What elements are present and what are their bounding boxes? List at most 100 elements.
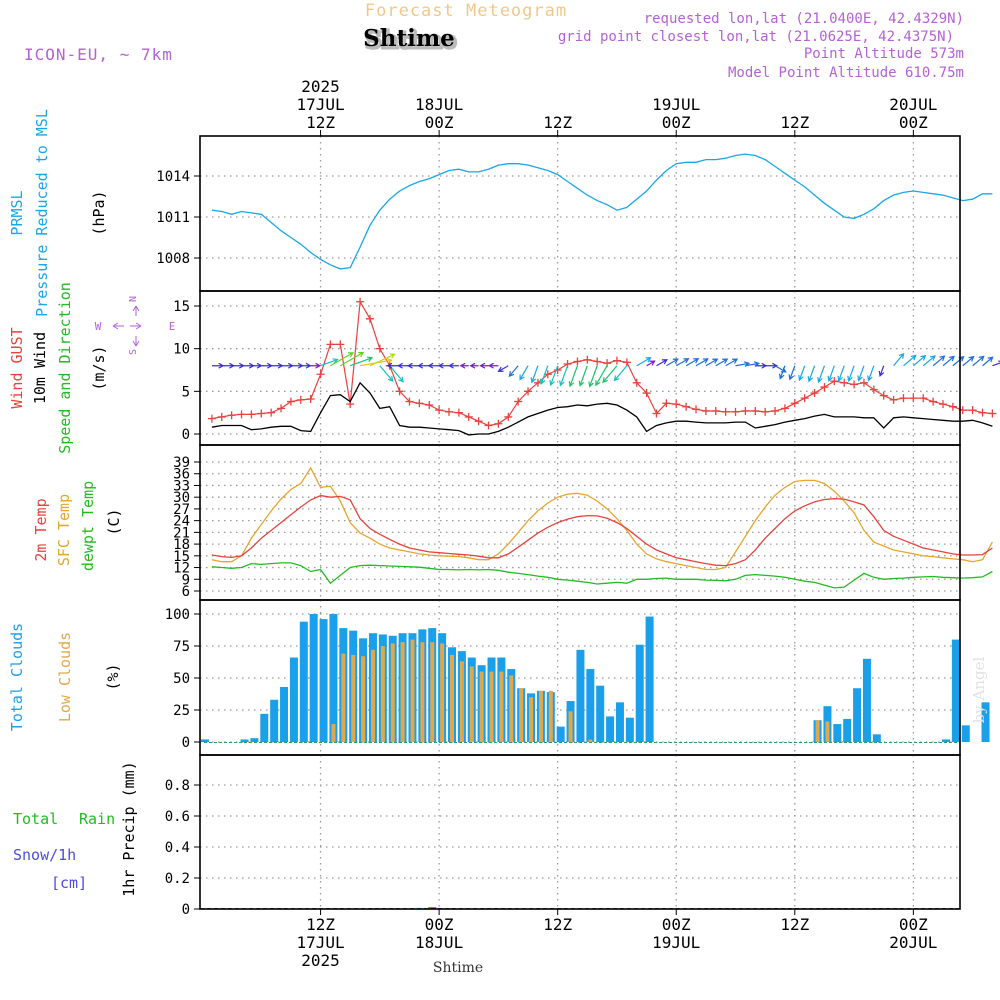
low-cloud-bar bbox=[430, 642, 435, 742]
gust-marker bbox=[751, 406, 760, 415]
low-cloud-bar bbox=[380, 646, 385, 742]
total-cloud-bar bbox=[586, 669, 595, 742]
wind-direction-arrow bbox=[807, 365, 816, 383]
time-label-hour: 12Z bbox=[780, 915, 809, 934]
gust-marker bbox=[948, 402, 957, 411]
pressure-unit: (hPa) bbox=[90, 190, 108, 235]
y-tick-label: 15 bbox=[173, 549, 190, 565]
total-cloud-bar bbox=[250, 738, 259, 742]
low-cloud-bar bbox=[390, 643, 395, 742]
panel-pressure: 1008 1011 1014 bbox=[156, 135, 993, 292]
gust-marker bbox=[573, 357, 582, 366]
wind-direction-arrow bbox=[636, 357, 652, 367]
wind-direction-arrow bbox=[427, 362, 440, 369]
time-label-date: 19JUL bbox=[652, 933, 700, 952]
gust-marker bbox=[425, 400, 434, 409]
y-tick-label: 0.6 bbox=[165, 809, 190, 825]
wind-direction-arrow bbox=[952, 355, 965, 367]
location-title: Shtime bbox=[365, 27, 457, 54]
time-label-date: 19JUL bbox=[652, 95, 700, 114]
total-cloud-bar bbox=[606, 716, 615, 742]
low-cloud-bar bbox=[825, 721, 830, 742]
gust-marker bbox=[721, 407, 730, 416]
wind-direction-arrow bbox=[497, 365, 509, 372]
panel-frame bbox=[199, 444, 961, 601]
time-label-date: 20JUL bbox=[889, 95, 937, 114]
gust-marker bbox=[415, 399, 424, 408]
gust-marker bbox=[435, 406, 444, 415]
low-cloud-bar bbox=[450, 654, 454, 742]
total-cloud-bar bbox=[556, 726, 565, 742]
wind-direction-arrow bbox=[893, 352, 905, 367]
wind-direction-arrow bbox=[479, 362, 489, 369]
gust-marker bbox=[879, 391, 888, 400]
wind-direction-arrow bbox=[788, 365, 796, 381]
gridpoint-coords: grid point closest lon,lat (21.0625E, 42… bbox=[558, 29, 954, 45]
total-cloud-bar bbox=[329, 614, 338, 742]
gust-marker bbox=[850, 380, 859, 389]
time-label-year: 2025 bbox=[301, 77, 340, 96]
wind-direction-arrow bbox=[827, 365, 835, 382]
wind-direction-arrow bbox=[765, 362, 779, 369]
wind-direction-arrow bbox=[448, 362, 459, 369]
wind-direction-arrow bbox=[972, 355, 985, 367]
gust-marker bbox=[583, 355, 592, 364]
wind-direction-arrow bbox=[613, 365, 628, 382]
wind-direction-arrow bbox=[656, 359, 668, 367]
wind-direction-arrow bbox=[666, 358, 679, 367]
y-tick-label: 1011 bbox=[156, 210, 190, 226]
gust-marker bbox=[405, 397, 414, 406]
watermark: by Angel bbox=[970, 656, 988, 723]
y-tick-label: 1014 bbox=[156, 169, 190, 185]
wind-direction-arrow bbox=[903, 354, 917, 367]
y-tick-label: 0.8 bbox=[165, 778, 190, 794]
time-label-hour: 12Z bbox=[543, 113, 572, 132]
point-altitude: Point Altitude 573m bbox=[804, 46, 964, 62]
y-tick-label: 5 bbox=[182, 384, 190, 400]
gust-marker bbox=[988, 409, 997, 418]
temp-sfc-label: SFC Temp bbox=[55, 494, 73, 566]
total-cloud-bar bbox=[299, 621, 308, 742]
gust-marker bbox=[365, 314, 374, 323]
total-cloud-bar bbox=[645, 616, 654, 742]
gust-marker bbox=[593, 357, 602, 366]
low-cloud-bar bbox=[815, 720, 820, 742]
low-cloud-bar bbox=[519, 688, 524, 742]
gust-marker bbox=[277, 404, 286, 413]
gust-marker bbox=[820, 383, 829, 392]
low-cloud-bar bbox=[341, 653, 346, 742]
time-label-date: 17JUL bbox=[296, 95, 344, 114]
total-cloud-bar bbox=[576, 649, 585, 742]
total-cloud-bar bbox=[981, 702, 990, 742]
gust-marker bbox=[445, 407, 453, 416]
app-title: Forecast Meteogram bbox=[365, 1, 567, 21]
low-cloud-bar bbox=[529, 697, 534, 742]
wind-direction-arrow bbox=[646, 360, 656, 367]
y-tick-label: 15 bbox=[173, 299, 190, 315]
low-cloud-bar bbox=[459, 661, 464, 742]
gust-marker bbox=[692, 405, 700, 414]
time-label-hour: 12Z bbox=[306, 113, 335, 132]
gust-marker bbox=[612, 356, 621, 365]
gust-marker bbox=[474, 417, 483, 426]
wind-direction-arrow bbox=[685, 358, 700, 367]
wind-direction-arrow bbox=[290, 362, 304, 369]
wind-direction-arrow bbox=[867, 365, 875, 382]
total-cloud-bar bbox=[280, 686, 289, 742]
low-cloud-bar bbox=[400, 642, 405, 742]
y-tick-label: 1008 bbox=[156, 251, 190, 267]
temp-2m-line bbox=[211, 494, 993, 567]
wind-dir-label: Speed and Direction bbox=[56, 282, 74, 454]
gust-marker bbox=[395, 387, 404, 396]
wind-direction-arrow bbox=[320, 358, 339, 367]
wind-direction-arrow bbox=[549, 365, 559, 387]
low-cloud-bar bbox=[351, 654, 356, 742]
compass-west: W bbox=[95, 320, 102, 333]
panel-precipitation: 0 0.2 0.4 0.6 0.8 bbox=[165, 754, 961, 918]
wind-direction-arrow bbox=[725, 358, 739, 367]
wind-direction-arrow bbox=[300, 362, 312, 369]
